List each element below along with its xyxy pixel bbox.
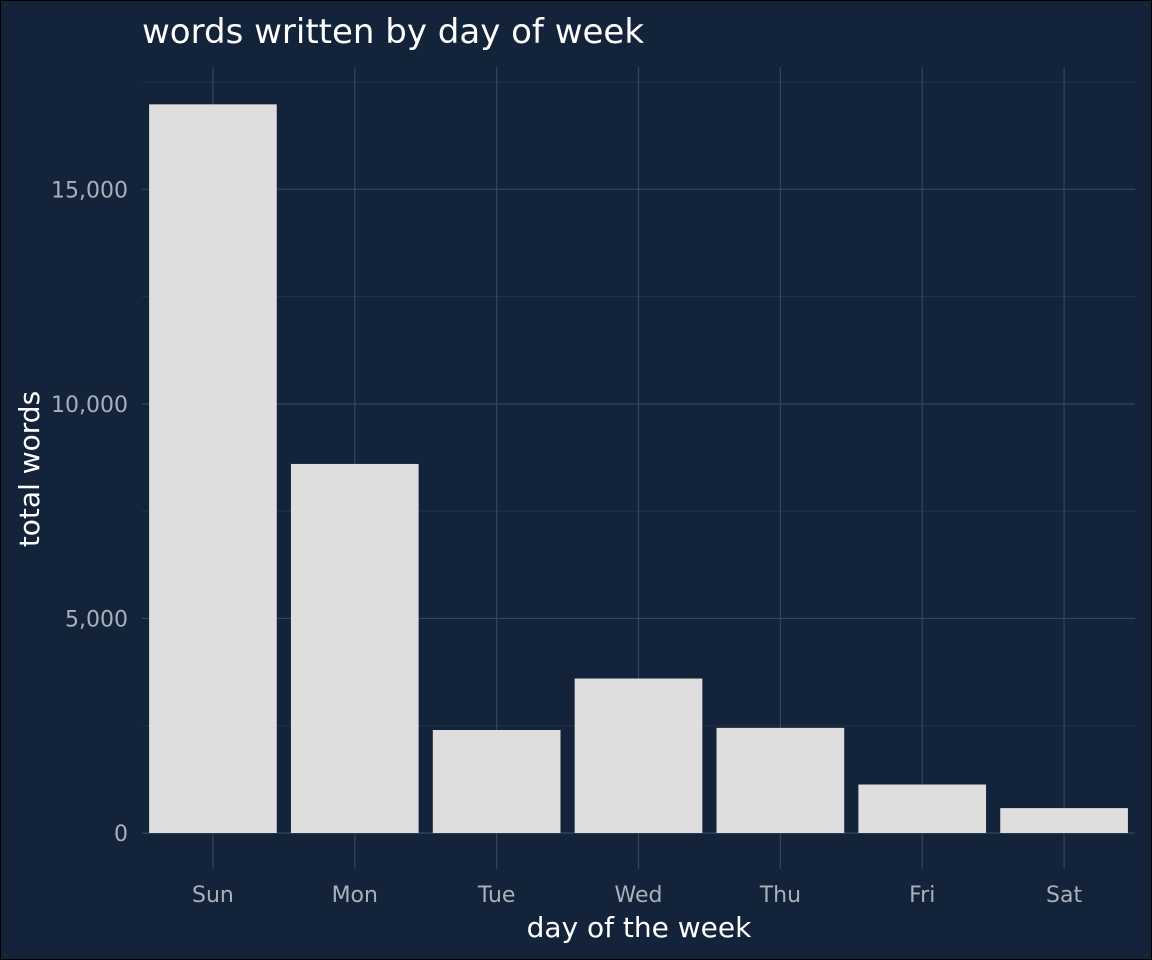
y-axis-title: total words — [13, 391, 46, 547]
bar-thu — [716, 727, 845, 833]
chart-title: words written by day of week — [142, 12, 644, 52]
y-tick-label: 0 — [114, 822, 128, 847]
x-tick-label: Thu — [759, 883, 801, 908]
bars-layer — [149, 104, 1128, 833]
bar-sun — [149, 104, 277, 833]
y-tick-labels: 0 5,000 10,000 15,000 — [51, 178, 128, 847]
x-tick-label: Fri — [909, 883, 935, 908]
x-tick-label: Mon — [332, 883, 378, 908]
x-tick-label: Sun — [192, 883, 234, 908]
bar-tue — [432, 730, 561, 833]
y-tick-label: 10,000 — [51, 393, 128, 418]
bar-fri — [858, 784, 987, 833]
bar-wed — [574, 678, 703, 833]
x-tick-label: Tue — [477, 883, 516, 908]
bar-mon — [290, 463, 419, 833]
x-tick-label: Wed — [615, 883, 663, 908]
bar-sat — [1000, 808, 1128, 833]
x-axis-title: day of the week — [527, 911, 752, 944]
x-tick-labels: Sun Mon Tue Wed Thu Fri Sat — [192, 883, 1082, 908]
y-tick-label: 15,000 — [51, 178, 128, 203]
x-tick-label: Sat — [1046, 883, 1082, 908]
y-tick-label: 5,000 — [65, 607, 128, 632]
